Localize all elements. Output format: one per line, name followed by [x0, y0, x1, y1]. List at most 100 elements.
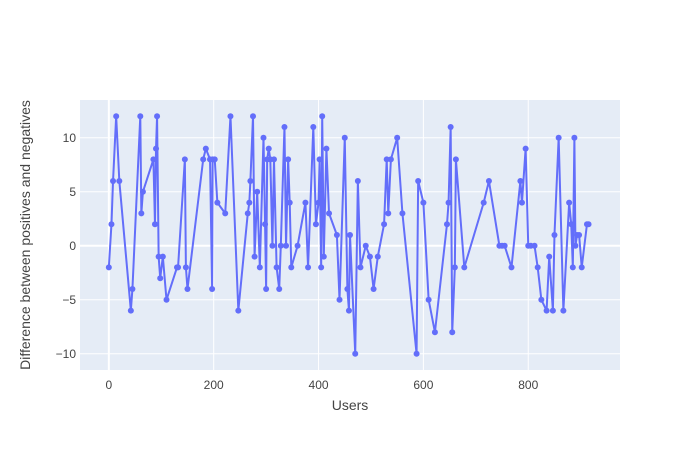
data-point: [256, 264, 263, 271]
data-point: [273, 264, 280, 271]
data-point: [200, 156, 207, 163]
data-point: [501, 242, 508, 249]
data-point: [222, 210, 229, 217]
data-point: [560, 307, 567, 314]
data-point: [151, 221, 158, 228]
y-tick-label: 5: [69, 185, 76, 199]
data-point: [155, 253, 162, 260]
data-point: [572, 242, 579, 249]
data-point: [312, 221, 319, 228]
data-point: [302, 199, 309, 206]
data-point: [138, 210, 145, 217]
x-tick-label: 0: [105, 378, 112, 392]
data-point: [447, 124, 454, 130]
x-tick-label: 200: [204, 378, 224, 392]
data-point: [374, 253, 381, 260]
data-point: [585, 221, 592, 228]
data-point: [137, 113, 144, 120]
data-point: [362, 242, 369, 249]
data-point: [254, 188, 261, 195]
data-point: [260, 134, 267, 141]
data-point: [336, 296, 343, 303]
data-point: [281, 124, 288, 130]
data-point: [445, 199, 452, 206]
data-point: [366, 253, 373, 260]
data-point: [538, 296, 545, 303]
data-point: [209, 286, 216, 292]
data-point: [443, 221, 450, 228]
y-tick-label: −10: [56, 347, 77, 361]
data-point: [549, 307, 556, 314]
data-point: [394, 134, 401, 141]
data-point: [247, 178, 254, 184]
data-point: [345, 307, 352, 314]
data-point: [485, 178, 492, 184]
data-point: [347, 232, 353, 238]
data-point: [320, 253, 327, 260]
data-point: [246, 199, 253, 206]
data-point: [294, 242, 301, 249]
data-point: [551, 232, 558, 238]
data-point: [534, 264, 541, 271]
data-point: [461, 264, 468, 271]
data-point: [344, 286, 351, 292]
x-tick-label: 400: [309, 378, 329, 392]
data-point: [153, 145, 160, 152]
data-point: [571, 134, 578, 141]
data-point: [110, 178, 117, 184]
data-point: [323, 145, 330, 152]
data-point: [546, 253, 553, 260]
data-point: [518, 199, 525, 206]
data-point: [315, 199, 322, 206]
data-point: [576, 232, 583, 238]
data-point: [163, 296, 170, 303]
data-point: [244, 210, 251, 217]
data-point: [357, 264, 364, 271]
data-point: [318, 264, 325, 271]
data-point: [370, 286, 377, 292]
data-point: [150, 156, 157, 163]
data-point: [578, 264, 585, 271]
data-point: [175, 264, 182, 271]
data-point: [413, 350, 420, 357]
data-point: [286, 199, 293, 206]
data-point: [214, 199, 221, 206]
data-point: [543, 307, 550, 314]
data-point: [517, 178, 524, 184]
data-point: [277, 242, 284, 249]
data-point: [270, 156, 277, 163]
data-point: [227, 113, 234, 120]
data-point: [399, 210, 406, 217]
data-point: [139, 188, 146, 195]
data-point: [531, 242, 538, 249]
data-point: [116, 178, 123, 184]
data-point: [250, 113, 257, 120]
data-point: [383, 156, 390, 163]
data-point: [319, 113, 326, 120]
data-point: [420, 199, 427, 206]
data-point: [555, 134, 562, 141]
y-tick-label: −5: [62, 293, 76, 307]
data-point: [381, 221, 388, 228]
y-axis-title: Difference between positives and negativ…: [17, 100, 33, 370]
data-point: [184, 286, 191, 292]
data-point: [452, 156, 459, 163]
data-point: [326, 210, 333, 217]
data-point: [127, 307, 134, 314]
data-point: [113, 113, 120, 120]
data-point: [508, 264, 515, 271]
data-point: [449, 329, 456, 336]
data-point: [480, 199, 487, 206]
data-point: [263, 286, 270, 292]
x-axis-title: Users: [332, 397, 369, 413]
data-point: [569, 264, 576, 271]
data-point: [283, 242, 290, 249]
data-point: [159, 253, 166, 260]
data-point: [265, 145, 272, 152]
data-point: [385, 210, 392, 217]
data-point: [305, 264, 312, 271]
data-point: [333, 232, 340, 238]
data-point: [202, 145, 209, 152]
data-point: [262, 221, 269, 228]
